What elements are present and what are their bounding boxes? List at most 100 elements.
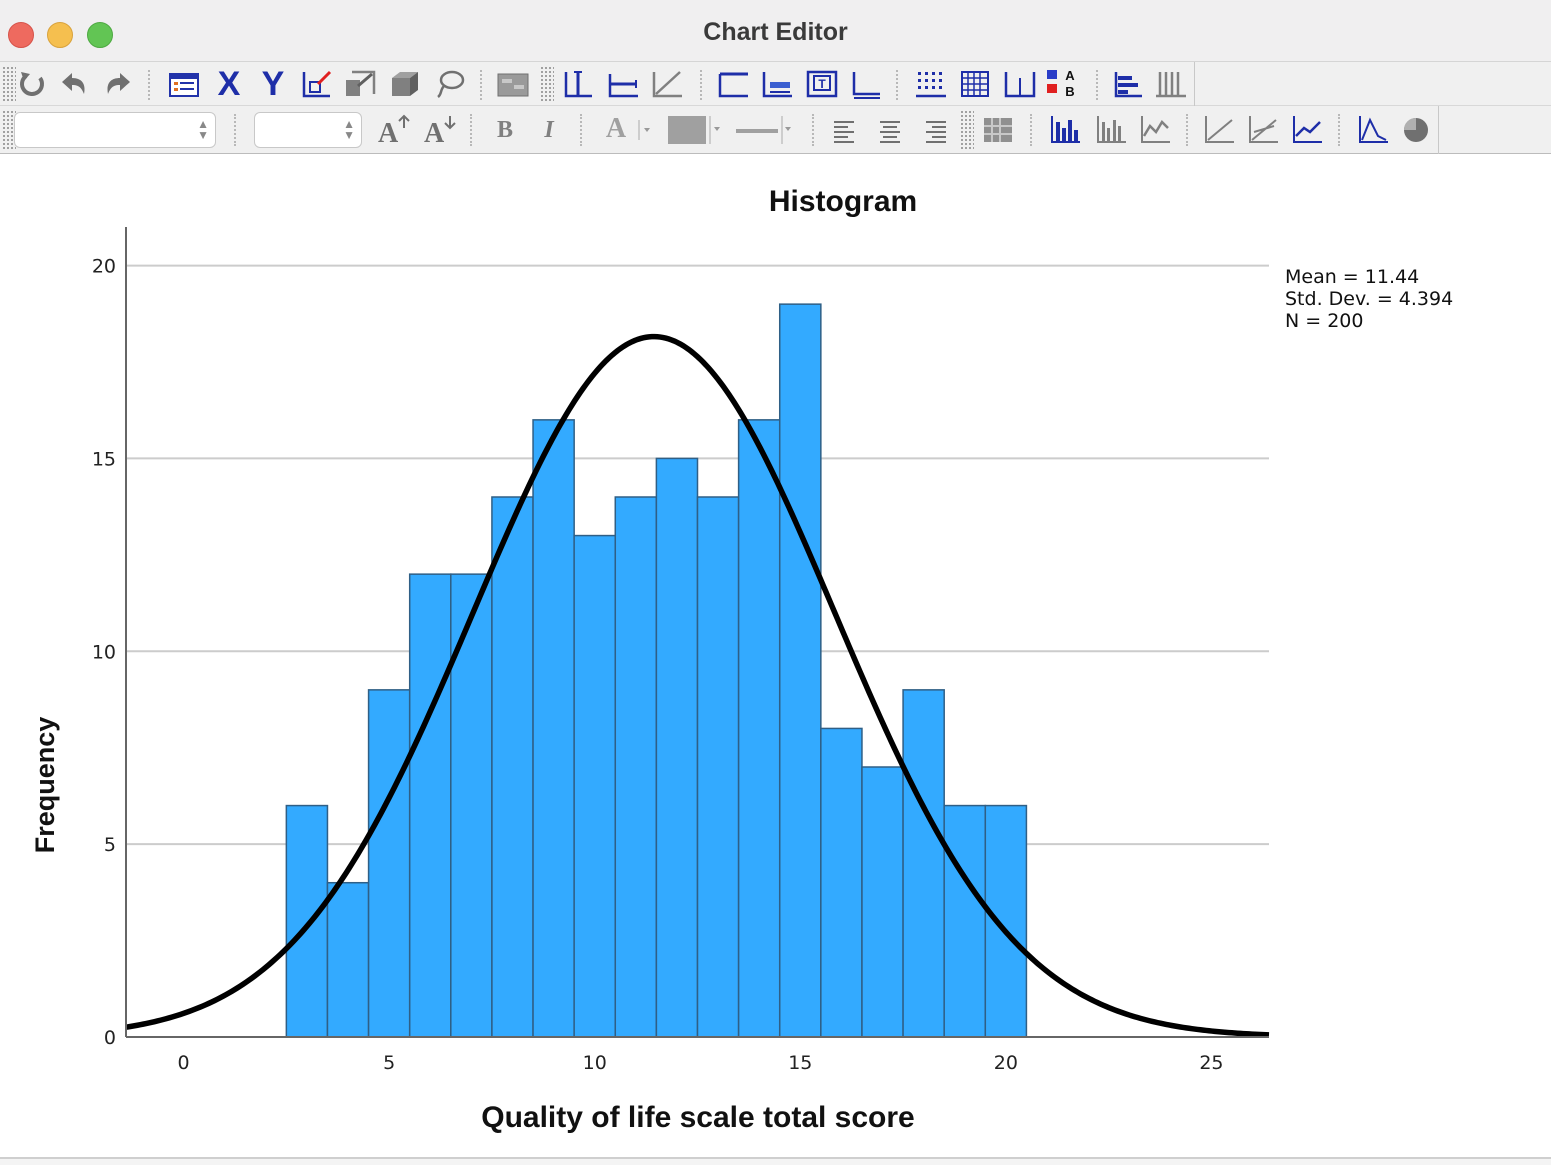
scatter-fit-icon[interactable] — [1244, 112, 1282, 148]
svg-text:A: A — [1065, 68, 1075, 83]
legend-icon[interactable]: AB — [1044, 66, 1082, 102]
grid-toggle-icon[interactable] — [978, 112, 1018, 148]
histogram-bar[interactable] — [696, 496, 740, 1038]
align-right-icon[interactable] — [918, 114, 950, 146]
y-tick-label: 15 — [92, 448, 116, 470]
stats-line: Std. Dev. = 4.394 — [1285, 288, 1453, 310]
window-title: Chart Editor — [703, 18, 848, 46]
close-window-button[interactable] — [8, 22, 34, 48]
x-tick-label: 10 — [583, 1052, 607, 1074]
normal-curve-line[interactable] — [125, 333, 1270, 1038]
cluster-bar-icon[interactable] — [1092, 112, 1130, 148]
font-size-select[interactable]: ▲ ▼ — [254, 112, 362, 148]
font-name-select[interactable]: ▲ ▼ — [14, 112, 216, 148]
histogram-bar[interactable] — [861, 766, 904, 1038]
maximize-window-button[interactable] — [87, 22, 113, 48]
increase-font-icon[interactable]: A — [374, 112, 412, 148]
select-chart-icon[interactable] — [300, 68, 334, 100]
y-axis-icon[interactable]: Y — [261, 64, 285, 103]
font-name-stepper-icon[interactable]: ▲ ▼ — [197, 117, 209, 142]
transpose-icon[interactable] — [344, 68, 378, 100]
x-tick-label: 5 — [383, 1052, 395, 1074]
title-icon[interactable] — [716, 68, 752, 100]
decrease-font-icon[interactable]: A — [420, 112, 458, 148]
interpolation-icon[interactable] — [848, 68, 884, 100]
undo-icon[interactable] — [58, 70, 90, 98]
reference-line-x-icon[interactable] — [606, 68, 642, 100]
histogram-bar[interactable] — [737, 419, 781, 1038]
histogram-bar[interactable] — [285, 804, 329, 1038]
footnote-icon[interactable] — [760, 68, 796, 100]
bar-chart-icon[interactable] — [1154, 68, 1190, 100]
histogram-bar[interactable] — [943, 804, 987, 1038]
x-axis-label[interactable]: Quality of life scale total score — [481, 1101, 914, 1134]
histogram-bar[interactable] — [984, 804, 1028, 1038]
x-tick-label: 15 — [788, 1052, 812, 1074]
toolbar-grip-2[interactable] — [540, 66, 554, 102]
data-view-icon[interactable] — [496, 70, 532, 98]
stats-line: N = 200 — [1285, 310, 1363, 332]
svg-text:T: T — [818, 77, 826, 91]
bar-icon[interactable] — [1046, 112, 1084, 148]
histogram-bar[interactable] — [573, 534, 617, 1038]
window-titlebar: Chart Editor — [0, 0, 1551, 62]
lasso-icon[interactable] — [432, 68, 466, 100]
table-grid-icon[interactable] — [958, 68, 994, 100]
properties-icon[interactable] — [168, 70, 202, 98]
italic-button[interactable]: I — [544, 116, 554, 143]
fill-color-icon[interactable] — [664, 112, 728, 148]
font-size-stepper-icon[interactable]: ▲ ▼ — [343, 117, 355, 142]
bold-button[interactable]: B — [496, 116, 513, 143]
histogram-bar[interactable] — [408, 573, 452, 1038]
chart-title[interactable]: Histogram — [769, 185, 917, 218]
line-chart-icon[interactable] — [1288, 112, 1326, 148]
reference-line-y-icon[interactable] — [560, 68, 596, 100]
histogram-bar[interactable] — [367, 689, 411, 1038]
text-color-dropdown-icon[interactable] — [636, 118, 656, 142]
stats-line: Mean = 11.44 — [1285, 266, 1419, 288]
scatter-icon[interactable] — [1200, 112, 1238, 148]
redo-icon[interactable] — [102, 70, 134, 98]
annotation-icon[interactable] — [1002, 68, 1038, 100]
format-toolbar: ▲ ▼ ▲ ▼ A A B I A — [0, 106, 1551, 154]
area-icon[interactable] — [1354, 112, 1392, 148]
toolbar-grip[interactable] — [2, 66, 16, 102]
histogram-bar[interactable] — [655, 457, 699, 1038]
3d-icon[interactable] — [388, 68, 422, 100]
histogram-bar[interactable] — [491, 496, 534, 1038]
data-label-icon[interactable] — [1110, 68, 1146, 100]
x-axis-icon[interactable]: X — [217, 64, 241, 103]
minimize-window-button[interactable] — [47, 22, 73, 48]
line-icon[interactable] — [1136, 112, 1174, 148]
svg-text:A: A — [378, 118, 399, 148]
text-color-button[interactable]: A — [605, 113, 627, 144]
align-center-icon[interactable] — [874, 114, 906, 146]
histogram-bar[interactable] — [614, 496, 658, 1038]
histogram-bar[interactable] — [326, 881, 370, 1038]
pie-icon[interactable] — [1398, 112, 1436, 148]
histogram-chart[interactable]: Histogram 0 5 10 15 20 0 5 10 15 20 25 Frequency Q… — [0, 155, 1551, 1157]
histogram-bar[interactable] — [778, 303, 822, 1038]
histogram-bar[interactable] — [532, 419, 575, 1038]
histogram-bar[interactable] — [902, 689, 945, 1038]
grid-icon[interactable] — [914, 68, 950, 100]
normal-curve[interactable] — [125, 333, 1270, 1038]
line-style-icon[interactable] — [732, 112, 796, 148]
text-box-icon[interactable]: T — [804, 68, 840, 100]
format-toolbar-grip[interactable] — [2, 110, 16, 150]
rotate-icon[interactable] — [16, 68, 50, 100]
svg-text:B: B — [1065, 84, 1074, 99]
format-toolbar-grip-2[interactable] — [960, 110, 974, 150]
x-tick-label: 25 — [1199, 1052, 1223, 1074]
fit-line-icon[interactable] — [650, 68, 686, 100]
x-tick-label: 20 — [994, 1052, 1018, 1074]
y-tick-label: 5 — [104, 834, 116, 856]
y-tick-label: 0 — [104, 1027, 116, 1049]
align-left-icon[interactable] — [830, 114, 862, 146]
axes[interactable]: 0 5 10 15 20 0 5 10 15 20 25 — [92, 227, 1269, 1074]
y-axis-label[interactable]: Frequency — [30, 717, 60, 854]
histogram-bars[interactable] — [285, 303, 1028, 1038]
histogram-bar[interactable] — [820, 727, 863, 1038]
